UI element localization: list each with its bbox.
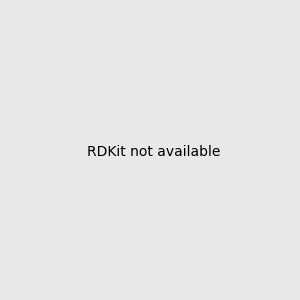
Text: RDKit not available: RDKit not available (87, 145, 220, 158)
